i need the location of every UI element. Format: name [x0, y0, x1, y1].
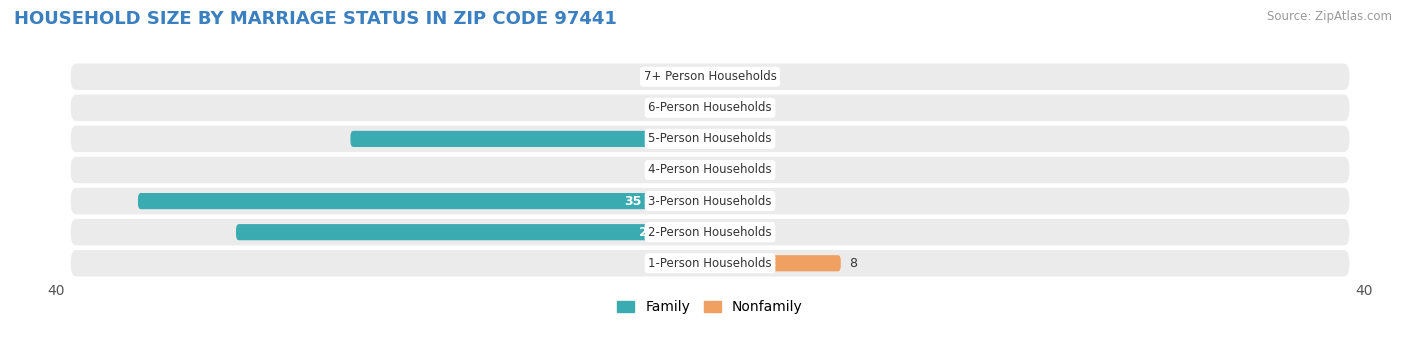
FancyBboxPatch shape: [236, 224, 710, 240]
Text: 29: 29: [638, 226, 657, 239]
Text: 0: 0: [652, 164, 661, 176]
Text: HOUSEHOLD SIZE BY MARRIAGE STATUS IN ZIP CODE 97441: HOUSEHOLD SIZE BY MARRIAGE STATUS IN ZIP…: [14, 10, 617, 28]
Text: 0: 0: [652, 70, 661, 83]
Text: 8: 8: [849, 257, 858, 270]
Text: 7+ Person Households: 7+ Person Households: [644, 70, 776, 83]
Text: 0: 0: [759, 70, 768, 83]
Text: 3-Person Households: 3-Person Households: [648, 194, 772, 208]
FancyBboxPatch shape: [710, 131, 751, 147]
Text: 35: 35: [624, 194, 641, 208]
FancyBboxPatch shape: [69, 186, 1351, 216]
FancyBboxPatch shape: [710, 224, 751, 240]
Text: 1-Person Households: 1-Person Households: [648, 257, 772, 270]
Text: 0: 0: [759, 101, 768, 114]
FancyBboxPatch shape: [669, 162, 710, 178]
Text: 22: 22: [657, 132, 673, 146]
Text: 6-Person Households: 6-Person Households: [648, 101, 772, 114]
FancyBboxPatch shape: [69, 249, 1351, 278]
FancyBboxPatch shape: [710, 100, 751, 116]
Text: 0: 0: [759, 132, 768, 146]
FancyBboxPatch shape: [69, 62, 1351, 91]
Text: 0: 0: [759, 226, 768, 239]
Legend: Family, Nonfamily: Family, Nonfamily: [612, 295, 808, 320]
Text: 5-Person Households: 5-Person Households: [648, 132, 772, 146]
FancyBboxPatch shape: [138, 193, 710, 209]
FancyBboxPatch shape: [669, 100, 710, 116]
Text: Source: ZipAtlas.com: Source: ZipAtlas.com: [1267, 10, 1392, 23]
FancyBboxPatch shape: [710, 255, 841, 271]
FancyBboxPatch shape: [710, 162, 751, 178]
FancyBboxPatch shape: [350, 131, 710, 147]
FancyBboxPatch shape: [69, 155, 1351, 185]
Text: 0: 0: [759, 194, 768, 208]
Text: 4-Person Households: 4-Person Households: [648, 164, 772, 176]
FancyBboxPatch shape: [710, 69, 751, 85]
FancyBboxPatch shape: [69, 124, 1351, 154]
Text: 0: 0: [652, 257, 661, 270]
FancyBboxPatch shape: [669, 69, 710, 85]
Text: 2-Person Households: 2-Person Households: [648, 226, 772, 239]
Text: 0: 0: [652, 101, 661, 114]
FancyBboxPatch shape: [710, 193, 751, 209]
FancyBboxPatch shape: [69, 218, 1351, 247]
FancyBboxPatch shape: [669, 255, 710, 271]
FancyBboxPatch shape: [69, 93, 1351, 122]
Text: 0: 0: [759, 164, 768, 176]
